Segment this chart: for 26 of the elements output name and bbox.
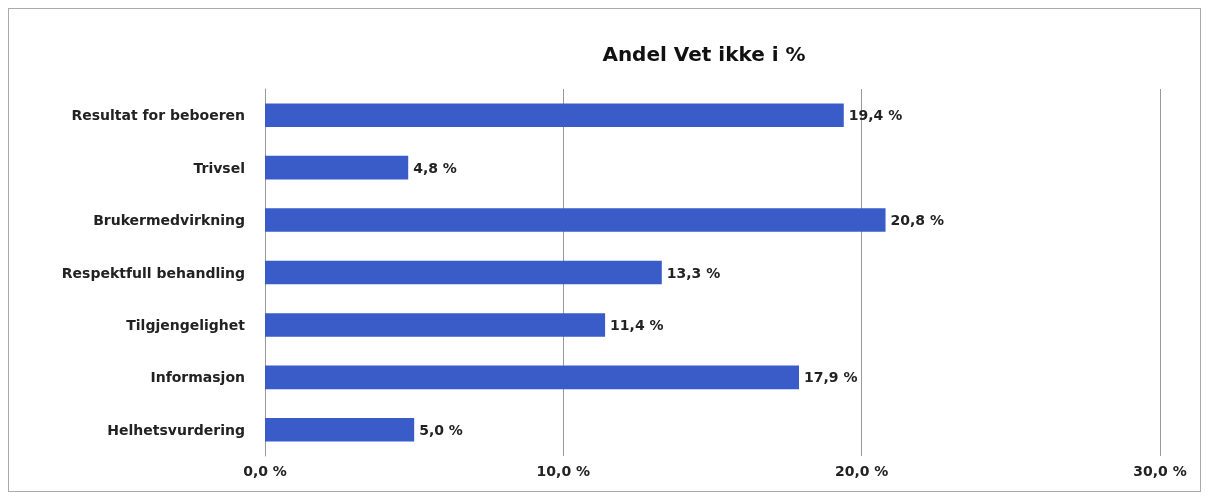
bar (265, 365, 800, 390)
x-tick-label: 30,0 % (1133, 463, 1187, 479)
x-tick-label: 10,0 % (536, 463, 591, 479)
bar (265, 260, 662, 285)
data-label: 4,8 % (413, 159, 457, 176)
bar (265, 313, 606, 337)
y-tick-label: Informasjon (150, 369, 245, 386)
y-tick-label: Trivsel (193, 159, 245, 176)
bar (265, 208, 886, 232)
x-tick-label: 0,0 % (243, 463, 287, 479)
x-tick-label: 20,0 % (834, 463, 889, 479)
bar (265, 155, 409, 180)
y-tick-label: Helhetsvurdering (107, 421, 245, 438)
data-label: 17,9 % (804, 369, 858, 386)
y-tick-label: Respektfull behandling (61, 264, 245, 281)
bar (265, 103, 844, 128)
y-tick-label: Resultat for beboeren (71, 107, 245, 124)
data-label: 20,8 % (890, 212, 944, 229)
data-label: 11,4 % (610, 316, 664, 333)
chart-title: Andel Vet ikke i % (602, 42, 806, 66)
bar (265, 417, 415, 442)
data-label: 13,3 % (666, 264, 721, 281)
y-tick-label: Brukermedvirkning (93, 212, 245, 229)
data-label: 19,4 % (848, 107, 903, 124)
data-label: 5,0 % (419, 421, 463, 438)
y-tick-label: Tilgjengelighet (126, 316, 246, 333)
